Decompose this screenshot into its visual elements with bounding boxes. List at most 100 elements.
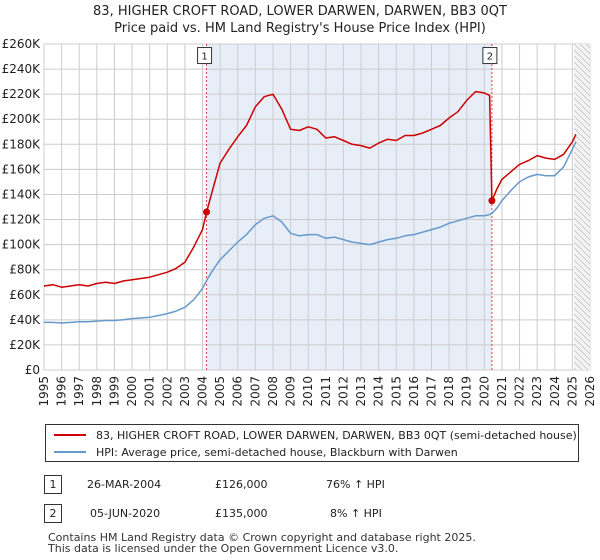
ownership-shade xyxy=(206,44,492,370)
footer: Contains HM Land Registry data © Crown c… xyxy=(48,532,476,554)
x-tick-label: 2002 xyxy=(160,376,174,407)
sale-date: 05-JUN-2020 xyxy=(90,507,161,520)
hatch-line xyxy=(574,145,590,163)
hatch-line xyxy=(574,109,590,127)
price-chart: 1 2 £0 £20K £40K £60K £80K £100K £120K £140K £160… xyxy=(2,0,597,407)
sale-marker-label: 1 xyxy=(201,52,207,63)
x-tick-label: 2017 xyxy=(424,376,438,407)
sale-point xyxy=(203,208,211,216)
sale-number-badge: 2 xyxy=(44,504,62,523)
hatch-line xyxy=(574,79,590,97)
x-tick-label: 2000 xyxy=(125,376,139,407)
hatch-line xyxy=(574,0,590,12)
x-tick-label: 2008 xyxy=(266,376,280,407)
hatch-line xyxy=(574,49,590,67)
x-tick-label: 2007 xyxy=(248,376,262,407)
y-tick-label: £80K xyxy=(9,263,41,277)
hatch-line xyxy=(574,169,590,187)
sale-marker-box xyxy=(482,47,498,65)
hatch-line xyxy=(574,331,590,349)
sale-row: 2 05-JUN-2020 £135,000 8% ↑ HPI xyxy=(40,503,580,525)
hatch-line xyxy=(574,73,590,91)
x-tick-label: 2014 xyxy=(372,376,386,407)
hatch-line xyxy=(574,265,590,283)
hatch-line xyxy=(574,67,590,85)
hatch-line xyxy=(574,307,590,325)
y-tick-label: £40K xyxy=(9,313,41,327)
hatch-line xyxy=(574,163,590,181)
hatch-line xyxy=(579,44,590,55)
sale-marker-label: 2 xyxy=(487,52,493,63)
y-tick-label: £120K xyxy=(2,213,42,227)
sale-number-badge: 1 xyxy=(44,475,62,494)
x-tick-label: 2011 xyxy=(319,376,333,407)
hatch-line xyxy=(574,139,590,157)
x-tick-label: 2018 xyxy=(442,376,456,407)
x-tick-label: 2010 xyxy=(301,376,315,407)
legend-hpi-swatch xyxy=(54,451,86,453)
legend: 83, HIGHER CROFT ROAD, LOWER DARWEN, DAR… xyxy=(45,424,579,462)
hatch-line xyxy=(574,259,590,277)
sale-hpi-delta: 76% ↑ HPI xyxy=(326,478,385,491)
x-tick-label: 2015 xyxy=(389,376,403,407)
sale-marker-box xyxy=(197,47,213,65)
y-tick-label: £200K xyxy=(2,112,42,126)
x-tick-label: 2025 xyxy=(565,376,579,407)
hatch-line xyxy=(574,55,590,73)
sale-date: 26-MAR-2004 xyxy=(87,478,162,491)
hatch-line xyxy=(574,205,590,223)
hatch-line xyxy=(574,8,590,24)
footer-copyright: Contains HM Land Registry data © Crown c… xyxy=(48,531,476,544)
hatch-line xyxy=(574,223,590,241)
y-tick-label: £100K xyxy=(2,238,42,252)
hatch-line xyxy=(574,175,590,193)
chart-subtitle: Price paid vs. HM Land Registry's House … xyxy=(114,21,486,36)
price-paid-line xyxy=(43,90,577,288)
hatch-line xyxy=(574,103,590,121)
x-tick-label: 2023 xyxy=(530,376,544,407)
x-tick-label: 2024 xyxy=(548,376,562,407)
x-tick-label: 1997 xyxy=(72,376,86,407)
hatch-line xyxy=(574,2,590,18)
hatch-line xyxy=(574,187,590,205)
y-tick-label: £0 xyxy=(25,363,40,377)
x-tick-label: 2016 xyxy=(407,376,421,407)
y-tick-label: £140K xyxy=(2,187,42,201)
x-tick-label: 1998 xyxy=(90,376,104,407)
hatch-line xyxy=(574,127,590,145)
legend-hpi-label: HPI: Average price, semi-detached house,… xyxy=(96,445,458,459)
y-tick-label: £180K xyxy=(2,137,42,151)
legend-item-hpi: HPI: Average price, semi-detached house,… xyxy=(54,444,458,460)
x-tick-label: 1995 xyxy=(37,376,51,407)
y-tick-label: £260K xyxy=(2,37,42,51)
legend-price-swatch xyxy=(54,434,86,436)
hatch-line xyxy=(585,44,590,49)
hatch-line xyxy=(574,343,590,361)
hatch-line xyxy=(574,313,590,331)
hatch-line xyxy=(574,355,589,370)
hatch-line xyxy=(574,85,590,103)
hatch-line xyxy=(574,325,590,343)
x-tick-label: 2021 xyxy=(495,376,509,407)
x-tick-label: 2026 xyxy=(583,376,597,407)
hatch-line xyxy=(574,247,590,265)
x-tick-label: 1996 xyxy=(55,376,69,407)
x-tick-label: 2009 xyxy=(284,376,298,407)
hatch-line xyxy=(574,349,590,367)
x-tick-label: 2019 xyxy=(460,376,474,407)
hatch-line xyxy=(574,199,590,217)
hatch-line xyxy=(574,193,590,211)
hatch-line xyxy=(574,277,590,295)
hatch-line xyxy=(574,283,590,301)
sale-point xyxy=(488,197,496,205)
hatch-line xyxy=(574,115,590,133)
sale-row: 1 26-MAR-2004 £126,000 76% ↑ HPI xyxy=(40,474,580,496)
hatch-line xyxy=(574,97,590,115)
x-tick-label: 2004 xyxy=(196,376,210,407)
x-tick-label: 2003 xyxy=(178,376,192,407)
x-tick-label: 2012 xyxy=(336,376,350,407)
y-tick-label: £20K xyxy=(9,338,41,352)
hatch-line xyxy=(574,61,590,79)
hatch-line xyxy=(574,337,590,355)
x-tick-label: 2020 xyxy=(477,376,491,407)
